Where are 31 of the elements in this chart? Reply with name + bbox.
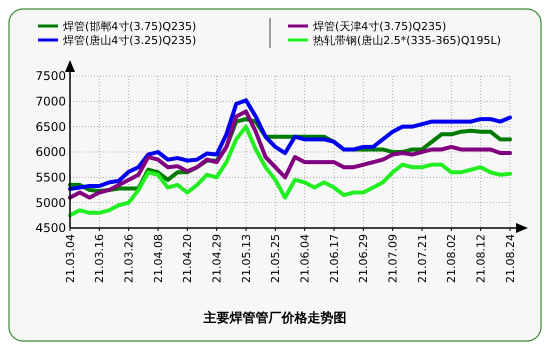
x-tick-label: 21.08.24 <box>504 234 517 283</box>
line-series <box>68 109 512 200</box>
x-tick-label: 21.04.08 <box>152 234 165 283</box>
x-tick-label: 21.08.02 <box>445 234 458 283</box>
line-series <box>68 124 512 218</box>
x-tick-label: 21.04.29 <box>210 234 224 283</box>
x-tick-label: 21.05.13 <box>240 234 253 283</box>
legend-label: 焊管(天津4寸(3.75)Q235) <box>313 20 446 33</box>
x-tick-label: 21.06.04 <box>298 234 312 283</box>
line-series <box>68 98 512 191</box>
x-tick-label: 21.07.09 <box>386 234 400 283</box>
y-tick-label: 4500 <box>35 221 66 236</box>
x-tick-label: 21.06.17 <box>328 234 341 283</box>
text: 主要焊管管厂价格走势图 <box>202 310 346 326</box>
legend-label: 焊管(唐山4寸(3.25)Q235) <box>63 34 196 47</box>
x-tick-label: 21.07.21 <box>416 234 429 283</box>
x-tick-label: 21.03.26 <box>122 234 136 283</box>
x-tick-label: 21.04.20 <box>181 234 194 283</box>
legend-label: 焊管(邯郸4寸(3.75)Q235) <box>63 20 196 33</box>
x-tick-label: 21.08.12 <box>474 234 488 283</box>
y-tick-label: 6000 <box>35 145 66 160</box>
y-tick-label: 5500 <box>35 170 66 185</box>
y-tick-label: 7500 <box>35 69 66 84</box>
x-tick-label: 21.05.25 <box>269 234 282 283</box>
y-tick-label: 5000 <box>35 196 66 210</box>
x-tick-label: 21.03.04 <box>64 234 77 283</box>
legend-label: 热轧带钢(唐山2.5*(335-365)Q195L) <box>313 34 501 47</box>
y-tick-label: 6500 <box>35 120 66 134</box>
x-tick-label: 21.03.16 <box>93 234 106 283</box>
x-tick-label: 21.06.29 <box>357 234 370 283</box>
y-tick-label: 7000 <box>35 94 66 109</box>
